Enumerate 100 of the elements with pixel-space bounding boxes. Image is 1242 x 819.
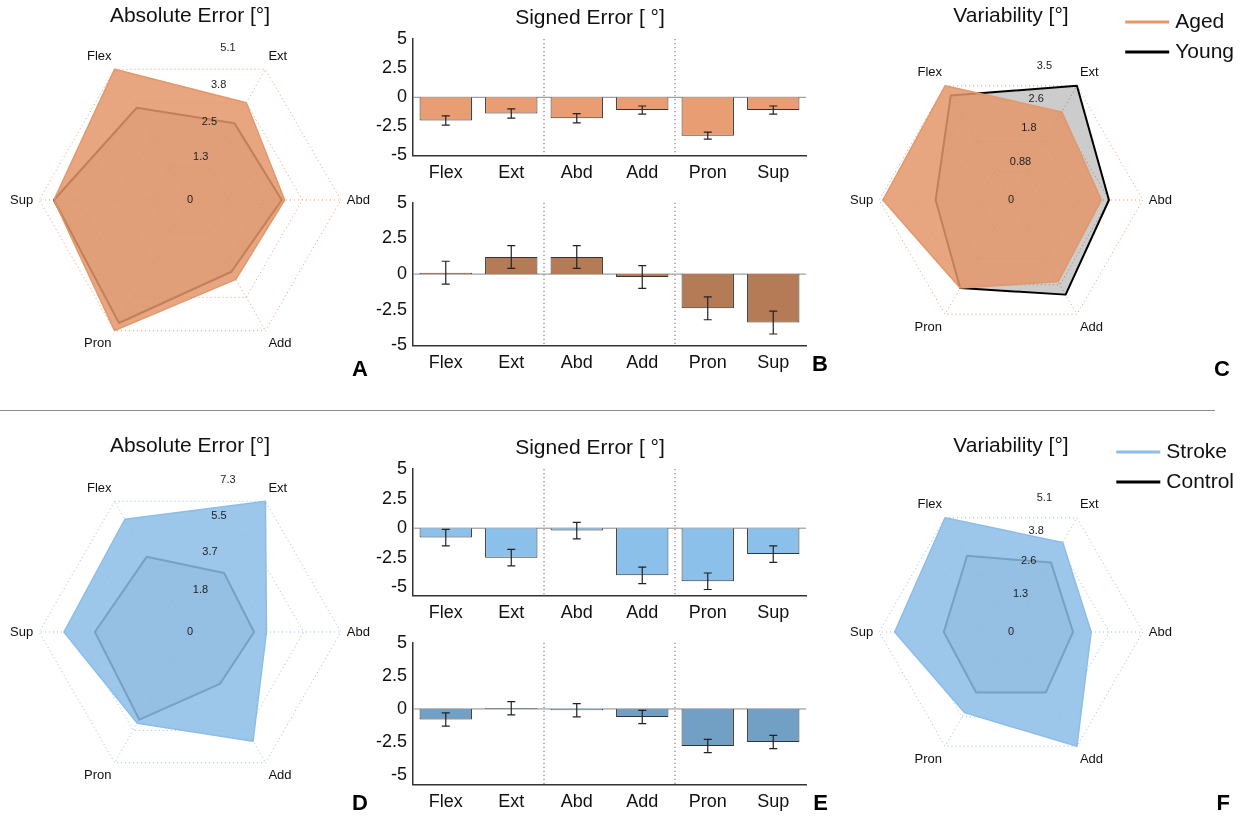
text: D (352, 790, 368, 816)
spoke-label: Sup (9, 623, 34, 639)
spoke-label: Sup (9, 191, 34, 207)
y-tick-label: -2.5 (375, 298, 408, 319)
legend-label: Control (1166, 468, 1235, 492)
x-tick-label: Ext (498, 162, 525, 183)
y-tick-label: 2.5 (381, 227, 408, 248)
x-tick-label: Sup (757, 791, 790, 812)
spoke-label: Flex (917, 64, 943, 80)
y-tick-label: 0 (397, 517, 408, 538)
y-tick-label: -5 (391, 334, 408, 355)
x-tick-label: Add (626, 791, 659, 812)
x-tick-label: Add (626, 162, 659, 183)
spoke-label: Ext (1079, 64, 1100, 80)
spoke-label: Abd (1148, 191, 1173, 207)
y-tick-label: 0 (397, 263, 408, 284)
y-tick-label: -2.5 (375, 115, 408, 136)
x-tick-label: Abd (560, 602, 593, 623)
spoke-label: Pron (914, 750, 943, 766)
x-tick-label: Sup (757, 162, 790, 183)
x-tick-label: Sup (757, 602, 790, 623)
y-tick-label: 1.8 (1021, 121, 1037, 134)
chart-title: Absolute Error [°] (109, 3, 271, 27)
chart-title: Variability [°] (953, 3, 1069, 27)
y-tick-label: 0 (186, 625, 194, 638)
chart-title: Signed Error [ °] (515, 435, 665, 459)
x-tick-label: Pron (688, 602, 727, 623)
spoke-label: Flex (87, 47, 113, 63)
y-tick-label: 5 (397, 28, 408, 49)
x-tick-label: Add (626, 352, 659, 373)
x-tick-label: Ext (498, 791, 525, 812)
x-tick-label: Pron (688, 791, 727, 812)
y-tick-label: 2.5 (381, 487, 408, 508)
y-tick-label: 2.5 (201, 115, 217, 128)
y-tick-label: 2.5 (381, 57, 408, 78)
y-tick-label: -2.5 (375, 731, 408, 752)
y-tick-label: 2.6 (1021, 553, 1037, 566)
x-tick-label: Abd (560, 162, 593, 183)
text: B (812, 351, 828, 377)
spoke-label: Flex (87, 479, 113, 495)
legend-label: Aged (1175, 8, 1225, 32)
y-tick-label: 3.7 (202, 545, 218, 558)
y-tick-label: 2.5 (381, 664, 408, 685)
x-tick-label: Ext (498, 352, 525, 373)
x-tick-label: Flex (428, 162, 463, 183)
y-tick-label: 5.5 (211, 508, 227, 521)
x-tick-label: Abd (560, 791, 593, 812)
y-tick-label: 0 (1007, 625, 1015, 638)
spoke-label: Flex (917, 496, 943, 512)
spoke-label: Pron (84, 335, 112, 351)
text: F (1216, 790, 1230, 816)
y-tick-label: 0.88 (1009, 155, 1032, 168)
legend-label: Young (1175, 38, 1234, 62)
x-tick-label: Flex (428, 791, 463, 812)
spoke-label: Add (1079, 750, 1104, 766)
y-tick-label: 5.1 (220, 40, 236, 53)
x-tick-label: Flex (428, 352, 463, 373)
y-tick-label: 1.8 (192, 583, 209, 596)
y-tick-label: 5.1 (1036, 491, 1052, 504)
text: C (1214, 356, 1231, 382)
spoke-label: Pron (914, 318, 943, 334)
y-tick-label: 5 (397, 458, 408, 479)
legend-label: Stroke (1166, 438, 1228, 462)
spoke-label: Add (268, 767, 292, 783)
spoke-label: Sup (849, 623, 874, 639)
spoke-label: Add (268, 335, 292, 351)
spoke-label: Ext (268, 479, 288, 495)
spoke-label: Ext (268, 47, 288, 63)
x-tick-label: Sup (757, 352, 790, 373)
x-tick-label: Pron (688, 352, 727, 373)
spoke-label: Add (1079, 318, 1104, 334)
spoke-label: Ext (1079, 496, 1100, 512)
y-tick-label: 3.5 (1036, 59, 1052, 72)
y-tick-label: 2.6 (1028, 92, 1044, 105)
spoke-label: Abd (346, 191, 371, 207)
y-tick-label: -5 (391, 144, 408, 165)
chart-title: Signed Error [ °] (515, 5, 665, 29)
y-tick-label: 3.8 (211, 78, 227, 91)
y-tick-label: 0 (397, 697, 408, 718)
spoke-label: Pron (84, 767, 112, 783)
spoke-label: Abd (1148, 623, 1173, 639)
y-tick-label: 7.3 (220, 472, 236, 485)
y-tick-label: -5 (391, 576, 408, 597)
y-tick-label: -5 (391, 764, 408, 785)
x-tick-label: Pron (688, 162, 727, 183)
y-tick-label: 0 (186, 193, 194, 206)
spoke-label: Sup (849, 191, 874, 207)
y-tick-label: 0 (1007, 193, 1015, 206)
spoke-label: Abd (346, 623, 371, 639)
y-tick-label: 1.3 (193, 149, 209, 162)
chart-title: Variability [°] (953, 433, 1069, 457)
y-tick-label: 5 (397, 631, 408, 652)
y-tick-label: 0 (397, 86, 408, 107)
x-tick-label: Add (626, 602, 659, 623)
y-tick-label: 5 (397, 191, 408, 212)
text: E (813, 790, 828, 816)
y-tick-label: -2.5 (375, 546, 408, 567)
y-tick-label: 1.3 (1012, 586, 1029, 599)
x-tick-label: Ext (498, 602, 525, 623)
y-tick-label: 3.8 (1028, 523, 1044, 536)
